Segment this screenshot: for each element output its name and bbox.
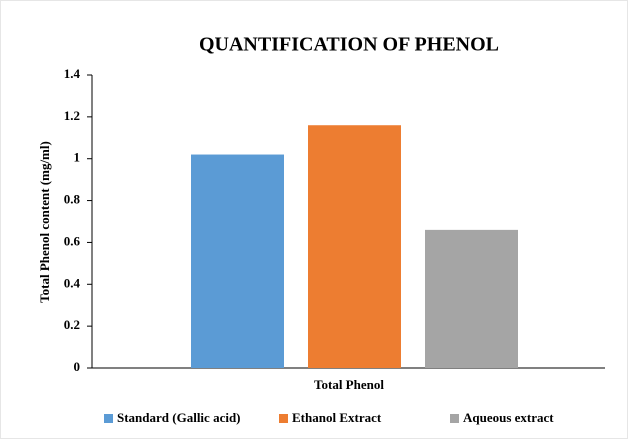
- legend-label: Ethanol Extract: [292, 410, 382, 425]
- x-axis-title: Total Phenol: [314, 377, 384, 392]
- y-tick-label: 1: [74, 150, 81, 165]
- y-tick-label: 0.6: [64, 233, 81, 248]
- bar: [425, 229, 518, 368]
- y-tick-label: 1.4: [64, 66, 81, 81]
- y-tick-label: 0: [74, 359, 81, 374]
- y-tick-label: 0.4: [64, 275, 81, 290]
- y-axis-title: Total Phenol content (mg/ml): [37, 141, 52, 303]
- legend-swatch: [279, 414, 288, 423]
- y-tick-label: 1.2: [64, 108, 80, 123]
- y-tick-label: 0.2: [64, 317, 80, 332]
- legend-label: Aqueous extract: [463, 410, 554, 425]
- legend-swatch: [450, 414, 459, 423]
- bar: [191, 154, 284, 368]
- bar: [308, 125, 401, 368]
- legend-swatch: [104, 414, 113, 423]
- legend-label: Standard (Gallic acid): [117, 410, 241, 425]
- y-tick-label: 0.8: [64, 192, 81, 207]
- chart-title: QUANTIFICATION OF PHENOL: [199, 34, 499, 56]
